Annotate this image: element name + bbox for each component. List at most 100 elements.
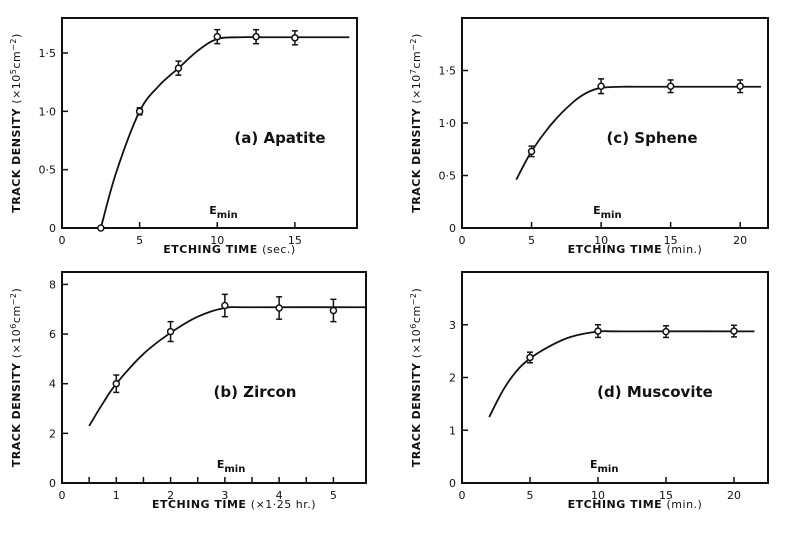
chart-3-data-point [730,324,738,338]
chart-1-xtick-label: 0 [459,234,466,247]
chart-0-ytick-label: 0 [49,222,56,235]
chart-3: 0 5 10 15 20 0 1 2 3 ETCHING TIME (min.) TRACK DEN… [409,271,769,511]
chart-2-xlabel: ETCHING TIME (×1·25 hr.) [152,498,316,511]
chart-2-axes-frame [61,271,367,484]
chart-1-marker [736,82,744,90]
chart-1-ytick-label: 1·0 [439,117,457,130]
chart-3-marker [526,353,534,362]
chart-2-xtick-label: 2 [167,489,174,502]
chart-0-emin-label: Emin [209,204,237,221]
chart-0-axes-frame [61,17,358,229]
chart-0-ylabel: TRACK DENSITY (×105cm−2) [9,33,24,213]
chart-1-xtick-label: 15 [664,234,678,247]
chart-3-ytick-label: 2 [449,372,456,385]
chart-2-marker [112,379,121,388]
chart-1-xtick-label: 5 [528,234,535,247]
chart-1-xtick-label: 20 [733,234,747,247]
chart-3-xtick-label: 20 [727,489,741,502]
chart-3-xtick-label: 15 [659,489,673,502]
chart-3-ylabel: TRACK DENSITY (×106cm−2) [409,288,424,468]
chart-1-ytick-label: 0·5 [439,170,457,183]
chart-2-data-point [166,320,175,343]
chart-0-marker [252,32,260,41]
chart-1-fit-curve [515,85,762,181]
chart-2-data-point [329,298,338,323]
chart-1-ytick-label: 0 [449,222,456,235]
chart-0-data-point [174,60,183,76]
chart-2-ytick-label: 4 [49,378,56,391]
chart-2-data-point [112,374,121,394]
chart-3-axes-frame [461,271,769,484]
chart-3-data-point [662,325,670,339]
chart-2-ytick-label: 0 [49,477,56,490]
chart-0-data-point [252,28,260,45]
chart-3-ytick-label: 3 [449,319,456,332]
chart-3-marker [594,327,602,335]
chart-3-xtick-label: 10 [591,489,605,502]
chart-1-data-point [736,79,744,94]
chart-0-marker [135,107,144,116]
chart-0-xtick-label: 10 [210,234,224,247]
chart-0-marker [174,64,183,72]
chart-0-data-point [213,28,222,45]
chart-1-marker [666,82,675,90]
chart-2-xtick-label: 1 [113,489,120,502]
chart-2-emin-label: Emin [217,458,245,475]
chart-3-ytick-label: 1 [449,424,456,437]
chart-0-xtick-label: 5 [136,234,143,247]
chart-2-panel-label: (b) Zircon [214,383,297,401]
chart-3-xlabel: ETCHING TIME (min.) [568,498,703,511]
chart-0-data-point [97,224,105,232]
chart-0-xtick-label: 0 [59,234,66,247]
chart-0: 0 5 10 15 0 0·5 1·0 1·5 ETCHING TIME (sec.) TRACK… [9,17,358,256]
chart-2: 0 1 2 3 4 5 0 2 4 6 8 ETCHING TIME (×1·25 hr.) TRACK… [9,271,367,511]
chart-3-xtick-label: 0 [459,489,466,502]
chart-0-panel-label: (a) Apatite [234,129,325,147]
chart-2-data-point [275,296,283,320]
chart-1-ylabel: TRACK DENSITY (×107cm−2) [409,33,424,213]
chart-1-data-point [527,145,536,158]
chart-1-ytick-label: 1·5 [439,65,457,78]
chart-2-xtick-label: 5 [330,489,337,502]
chart-2-marker [166,327,175,336]
chart-1-xlabel: ETCHING TIME (min.) [568,243,703,256]
chart-0-xlabel: ETCHING TIME (sec.) [163,243,295,256]
chart-1-data-point [597,78,605,95]
chart-1-panel-label: (c) Sphene [606,129,697,147]
chart-3-marker [662,327,670,336]
chart-1-data-point [666,79,675,94]
chart-1-xtick-label: 10 [594,234,608,247]
chart-2-ytick-label: 8 [49,278,56,291]
chart-0-ytick-label: 1·0 [39,105,57,118]
chart-1-marker [597,82,605,90]
chart-3-marker [730,327,738,335]
chart-1-axes-frame [461,17,769,229]
chart-2-ytick-label: 6 [49,328,56,341]
chart-0-marker [291,34,299,42]
chart-2-marker [275,304,283,312]
chart-2-xtick-label: 3 [221,489,228,502]
chart-0-data-point [135,107,144,116]
chart-1: 0 5 10 15 20 0 0·5 1·0 1·5 ETCHING TIME (min.) TRA… [409,17,769,256]
chart-0-marker [213,32,222,41]
chart-0-fit-curve [99,36,350,229]
chart-0-data-point [291,30,299,46]
chart-2-fit-curve [88,306,367,427]
chart-3-ytick-label: 0 [449,477,456,490]
chart-2-marker [329,306,338,315]
chart-3-panel-label: (d) Muscovite [597,383,713,401]
chart-3-fit-curve [488,330,755,418]
chart-2-marker [221,301,229,310]
chart-1-marker [527,147,536,156]
chart-3-xtick-label: 5 [527,489,534,502]
chart-0-xtick-label: 15 [288,234,302,247]
chart-2-data-point [221,293,229,318]
chart-0-ytick-label: 0·5 [39,164,57,177]
chart-2-xtick-label: 0 [59,489,66,502]
chart-3-emin-label: Emin [590,458,618,475]
chart-3-data-point [594,324,602,339]
chart-2-xtick-label: 4 [276,489,283,502]
chart-0-marker [97,224,105,232]
chart-2-ytick-label: 2 [49,427,56,440]
